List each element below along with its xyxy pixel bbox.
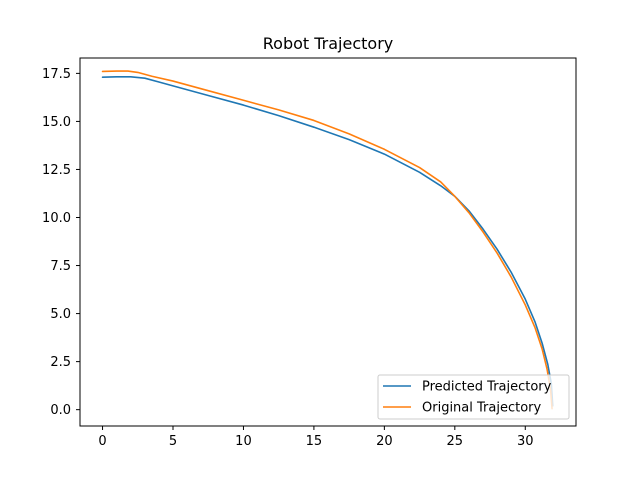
legend-box [377, 374, 570, 420]
y-tick-label: 15.0 [42, 115, 71, 130]
series-line-predicted [101, 76, 554, 407]
y-tick-label: 12.5 [42, 163, 71, 178]
y-tick-label: 17.5 [42, 67, 71, 82]
x-tick-label: 10 [235, 434, 252, 449]
y-tick-label: 0.0 [50, 403, 71, 418]
x-tick-label: 20 [376, 434, 393, 449]
legend-label: Original Trajectory [422, 401, 541, 416]
y-tick-label: 5.0 [50, 307, 71, 322]
axes-frame [79, 57, 577, 427]
y-tick-label: 7.5 [50, 259, 71, 274]
x-tick-label: 5 [169, 434, 177, 449]
series-line-original [101, 70, 553, 410]
chart-title: Robot Trajectory [263, 34, 394, 53]
x-tick-label: 25 [447, 434, 464, 449]
legend: Predicted Trajectory Original Trajectory [377, 374, 570, 420]
x-tick-label: 0 [98, 434, 106, 449]
axes-ticks: 0 5 10 15 20 25 30 0.0 2.5 5.0 7.5 10.0 12.5 15.0 17.5 [42, 67, 533, 449]
plot-area [101, 70, 554, 410]
y-tick-label: 2.5 [50, 355, 71, 370]
legend-label: Predicted Trajectory [422, 380, 552, 395]
x-tick-label: 30 [517, 434, 534, 449]
x-tick-label: 15 [306, 434, 323, 449]
y-tick-label: 10.0 [42, 211, 71, 226]
